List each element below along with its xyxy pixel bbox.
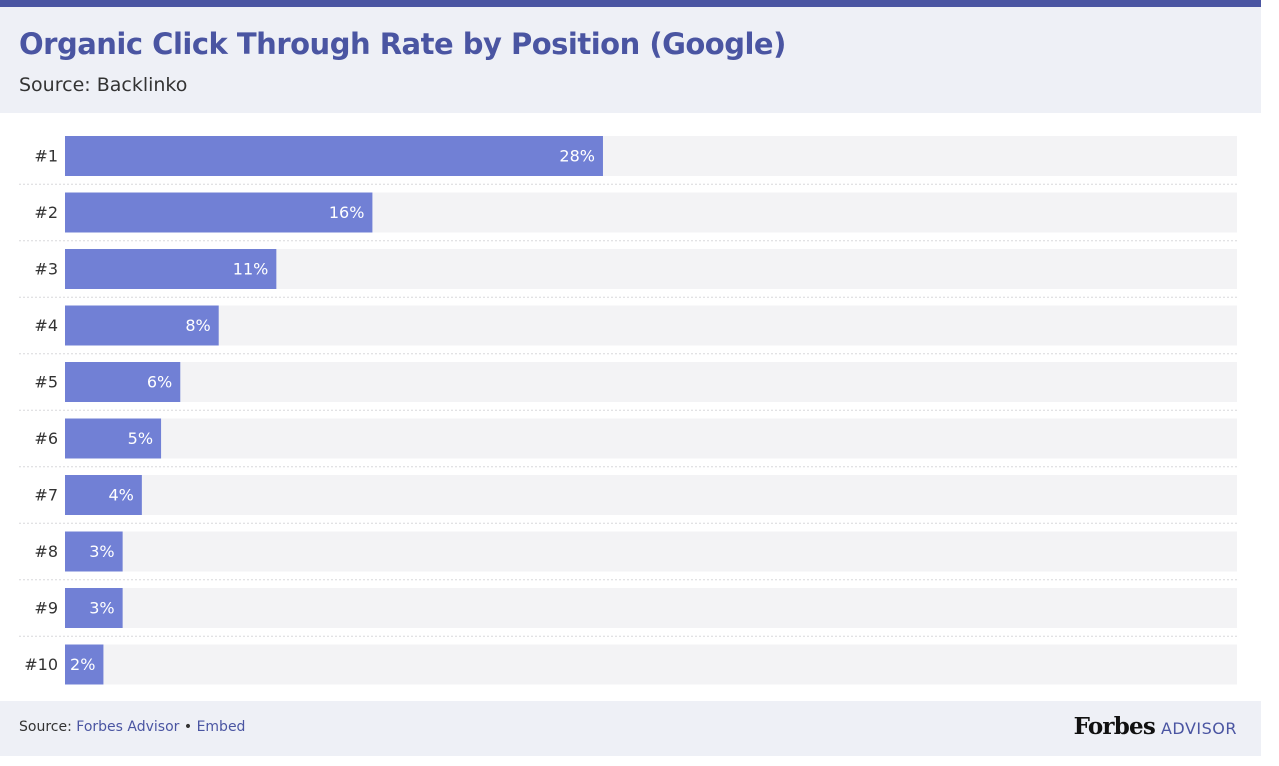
bar <box>65 192 373 233</box>
category-label: #5 <box>34 373 58 392</box>
category-label: #1 <box>34 147 58 166</box>
footer-source: Source: Forbes Advisor • Embed <box>19 719 245 735</box>
bar <box>65 475 142 515</box>
data-label: 28% <box>559 147 595 166</box>
footer-separator: • <box>183 719 193 735</box>
category-label: #10 <box>24 655 58 674</box>
bar <box>65 362 181 402</box>
category-label: #9 <box>34 599 58 618</box>
category-label: #2 <box>34 203 58 222</box>
category-label: #8 <box>34 542 58 561</box>
bar <box>65 136 603 176</box>
bar-chart: #1 28% #2 16% #3 11% #4 8% #5 6% #6 5% #7 4% #8 3% #9 3% #… <box>19 136 1237 685</box>
chart-footer: Source: Forbes Advisor • Embed Forbes ADV… <box>0 701 1261 756</box>
row-background <box>65 531 1237 572</box>
row-background <box>65 644 1237 685</box>
bar <box>65 531 123 572</box>
chart-title: Organic Click Through Rate by Position (… <box>19 27 786 61</box>
bar <box>65 305 219 346</box>
data-label: 6% <box>147 373 172 392</box>
bar <box>65 249 277 289</box>
brand-forbes: Forbes <box>1073 713 1156 740</box>
row-background <box>65 362 1237 402</box>
bar <box>65 588 123 628</box>
data-label: 8% <box>185 316 210 335</box>
bar <box>65 418 162 459</box>
data-label: 16% <box>329 203 365 222</box>
chart-header: Organic Click Through Rate by Position (… <box>0 7 1261 113</box>
row-background <box>65 305 1237 346</box>
brand-advisor: ADVISOR <box>1160 719 1237 738</box>
data-label: 2% <box>70 655 95 674</box>
data-label: 3% <box>89 599 114 618</box>
chart-rows: #1 28% #2 16% #3 11% #4 8% #5 6% #6 5% #7 4% #8 3% #9 3% #… <box>19 136 1237 685</box>
footer-source-prefix: Source: <box>19 719 72 735</box>
data-label: 5% <box>128 429 153 448</box>
row-background <box>65 418 1237 459</box>
row-background <box>65 588 1237 628</box>
forbes-advisor-link[interactable]: Forbes Advisor <box>76 719 180 735</box>
data-label: 3% <box>89 542 114 561</box>
top-accent-strip <box>0 0 1261 7</box>
category-label: #7 <box>34 486 58 505</box>
data-label: 11% <box>233 260 269 279</box>
bar <box>65 644 104 685</box>
chart-subtitle: Source: Backlinko <box>19 74 188 96</box>
row-background <box>65 475 1237 515</box>
category-label: #6 <box>34 429 58 448</box>
forbes-advisor-logo: Forbes ADVISOR <box>1074 713 1237 740</box>
embed-link[interactable]: Embed <box>196 719 246 735</box>
data-label: 4% <box>108 486 133 505</box>
category-label: #3 <box>34 260 58 279</box>
category-label: #4 <box>34 316 58 335</box>
